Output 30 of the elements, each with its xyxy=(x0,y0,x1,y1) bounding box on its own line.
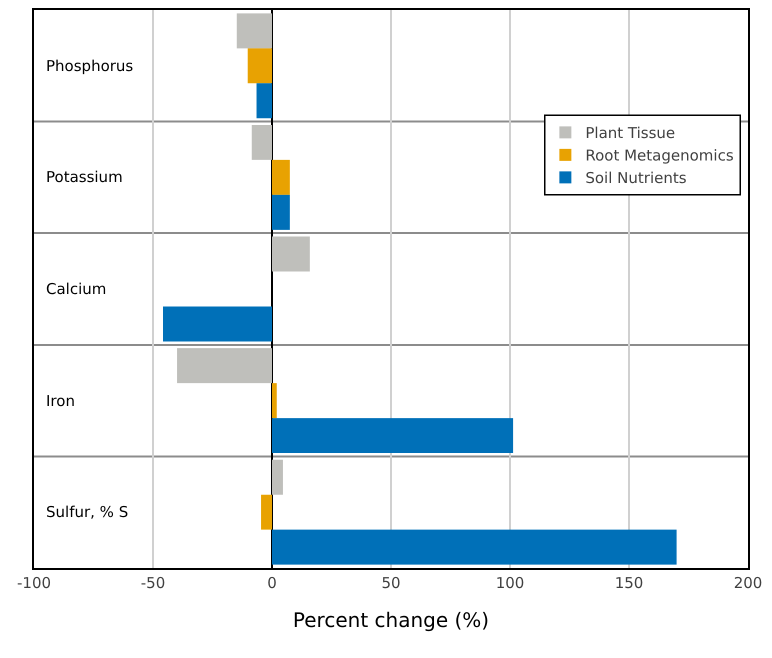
x-tick-label: 150 xyxy=(614,574,644,592)
x-axis-title: Percent change (%) xyxy=(292,608,490,632)
x-tick-label: 0 xyxy=(267,574,277,592)
legend-label: Soil Nutrients xyxy=(585,169,687,188)
bar xyxy=(261,494,272,530)
bar xyxy=(177,348,272,384)
bar xyxy=(248,48,272,84)
bar xyxy=(272,160,290,195)
x-tick-label: -100 xyxy=(16,574,52,592)
x-tick-label: -50 xyxy=(140,574,166,592)
bar xyxy=(272,418,514,454)
y-tick-label: Phosphorus xyxy=(46,57,134,75)
x-tick-label: 200 xyxy=(734,574,762,592)
bar xyxy=(272,383,277,418)
bar xyxy=(272,194,290,230)
x-tick-label: 100 xyxy=(496,574,524,592)
bar xyxy=(256,83,272,118)
y-tick-label: Potassium xyxy=(46,168,123,186)
bar xyxy=(252,124,272,160)
bar xyxy=(272,460,283,495)
y-tick-label: Sulfur, % S xyxy=(46,503,128,521)
bar xyxy=(236,13,272,48)
legend-label: Root Metagenomics xyxy=(585,146,734,165)
bar xyxy=(163,306,272,342)
x-tick-label: 50 xyxy=(381,574,401,592)
bar xyxy=(272,236,310,272)
bar xyxy=(272,530,677,565)
y-tick-label: Iron xyxy=(46,392,75,410)
legend-label: Plant Tissue xyxy=(585,124,676,142)
y-tick-label: Calcium xyxy=(46,280,106,298)
